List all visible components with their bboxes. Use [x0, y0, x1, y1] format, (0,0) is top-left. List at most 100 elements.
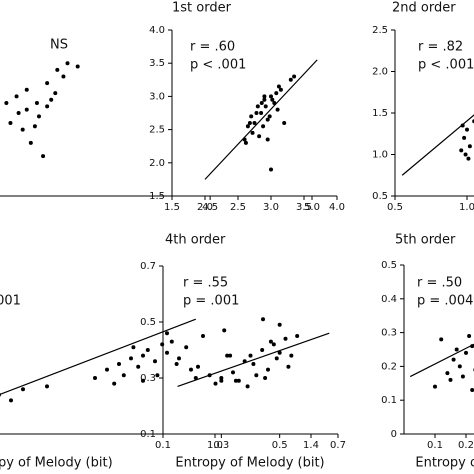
- point: [268, 339, 273, 344]
- point: [433, 384, 437, 389]
- point: [207, 373, 212, 378]
- point: [286, 364, 291, 369]
- point: [265, 117, 270, 122]
- point: [228, 353, 233, 358]
- x-tick-label: 4.0: [329, 202, 345, 213]
- point: [470, 388, 474, 393]
- x-tick-label: 2.5: [230, 202, 246, 213]
- x-tick-label: 1.5: [164, 202, 180, 213]
- point: [105, 367, 109, 372]
- point: [254, 373, 259, 378]
- point: [278, 87, 283, 92]
- point: [274, 91, 279, 96]
- y-tick-label: 4.0: [149, 25, 165, 36]
- point: [196, 364, 200, 369]
- point: [265, 137, 270, 142]
- annotation: r = .50: [417, 276, 462, 291]
- point: [255, 104, 260, 109]
- point: [53, 91, 58, 96]
- point: [36, 114, 41, 119]
- point: [271, 342, 276, 347]
- panel-title: 1st order: [172, 1, 232, 16]
- annotation: .001: [0, 294, 21, 309]
- point: [451, 357, 456, 362]
- point: [93, 376, 97, 380]
- point: [184, 345, 189, 350]
- y-tick-label: 2.5: [372, 25, 388, 36]
- point: [465, 127, 469, 132]
- fit-line: [409, 343, 474, 378]
- annotation: r = .82: [418, 40, 463, 55]
- point: [266, 367, 270, 372]
- point: [243, 140, 248, 145]
- x-tick-label: 0.7: [330, 440, 346, 451]
- point: [231, 370, 235, 375]
- point: [145, 348, 150, 352]
- point: [467, 144, 472, 149]
- point: [249, 114, 254, 119]
- point: [49, 97, 54, 102]
- point: [282, 120, 287, 125]
- x-tick-label: 3.0: [263, 202, 279, 213]
- y-tick-label: 3.0: [149, 91, 165, 102]
- point: [288, 77, 293, 82]
- point: [283, 336, 288, 341]
- point: [131, 345, 136, 350]
- point: [233, 378, 238, 383]
- point: [251, 362, 256, 366]
- point: [153, 359, 157, 364]
- point: [272, 101, 277, 106]
- panel-title: 4th order: [165, 233, 226, 248]
- panel: 1.5 2.0 2.5 3.0 3.5 4.0 1.5 2.0 2.5 3.0 3.5 4.0 1st …: [149, 1, 345, 214]
- point: [8, 120, 13, 125]
- point: [136, 364, 141, 369]
- point: [275, 107, 280, 112]
- point: [267, 114, 272, 119]
- annotation: r = .60: [190, 40, 235, 55]
- point: [41, 154, 46, 159]
- point: [21, 387, 25, 392]
- point: [160, 342, 165, 347]
- point: [24, 107, 29, 112]
- x-tick-label: 2.0: [197, 202, 213, 213]
- point: [245, 384, 250, 389]
- fit-line: [204, 59, 318, 180]
- x-tick-label: 5.0: [304, 202, 320, 213]
- y-tick-label: 0.3: [381, 328, 397, 339]
- annotation: p < .001: [190, 58, 246, 73]
- point: [269, 94, 273, 99]
- point: [289, 353, 294, 358]
- point: [462, 135, 467, 140]
- point: [155, 373, 160, 378]
- y-tick-label: 0.1: [381, 395, 397, 406]
- point: [177, 356, 181, 361]
- x-tick-label: 1.0: [207, 440, 223, 451]
- y-tick-label: 0: [391, 429, 397, 440]
- point: [55, 67, 60, 72]
- point: [61, 74, 66, 79]
- point: [242, 359, 247, 364]
- x-tick-label: 0.1: [427, 440, 443, 451]
- x-tick-label: 0.3: [213, 440, 229, 451]
- x-axis-label: Entropy of Melody (bit): [0, 456, 113, 471]
- fit-line: [0, 318, 197, 396]
- panel: 4.55.01.52.02.53.03.54.0NS: [0, 38, 320, 213]
- point: [277, 322, 282, 327]
- y-tick-label: 2.0: [149, 158, 165, 169]
- point: [34, 101, 39, 106]
- point: [112, 381, 117, 386]
- panel-title: 2nd order: [392, 1, 456, 16]
- y-tick-label: 0.3: [140, 373, 156, 384]
- point: [193, 376, 198, 380]
- point: [448, 377, 453, 382]
- point: [20, 127, 25, 132]
- point: [274, 356, 279, 361]
- y-tick-label: 1.5: [149, 191, 165, 202]
- point: [250, 130, 255, 135]
- fit-line: [177, 332, 330, 387]
- point: [213, 381, 218, 386]
- point: [464, 350, 468, 355]
- x-tick-label: 4.5: [202, 202, 218, 213]
- point: [45, 104, 50, 109]
- point: [141, 378, 145, 383]
